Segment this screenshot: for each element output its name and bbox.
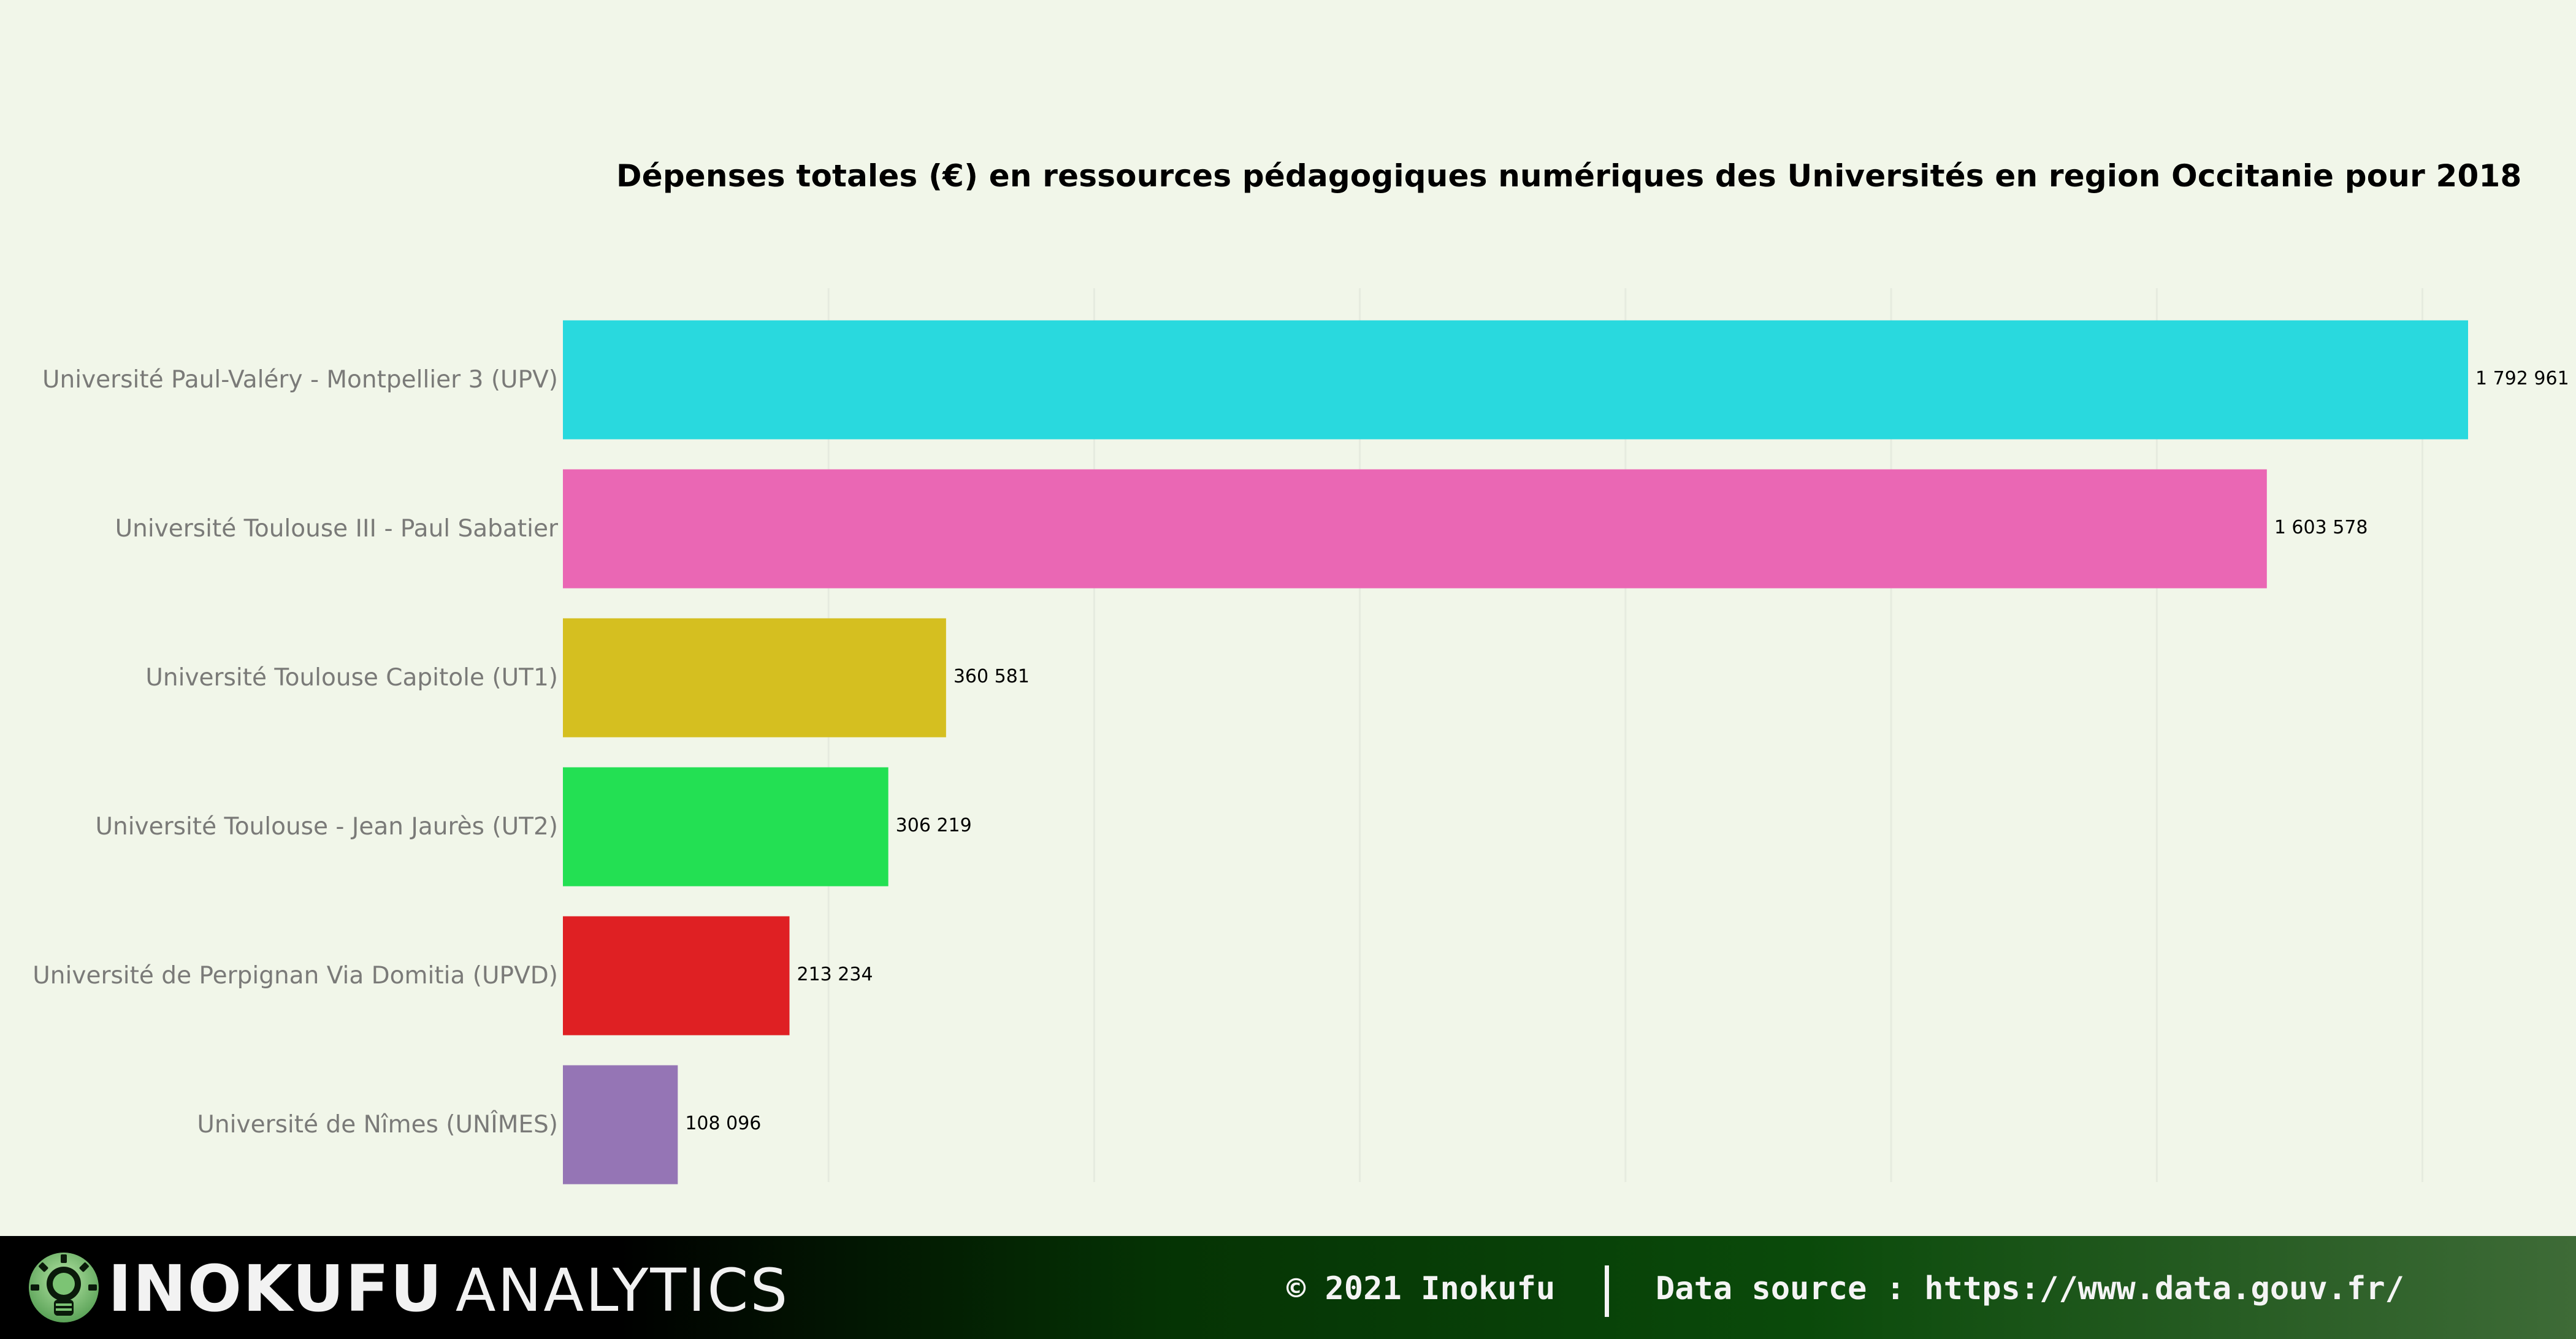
- category-label-5: Université de Perpignan Via Domitia (UPV…: [32, 962, 558, 990]
- data-source-text: Data source : https://www.data.gouv.fr/: [1656, 1270, 2404, 1307]
- category-label-2: Université Toulouse III - Paul Sabatier: [115, 515, 559, 543]
- category-labels: Université Paul-Valéry - Montpellier 3 (…: [32, 366, 559, 1139]
- value-label-1: 1 792 961: [2475, 368, 2569, 389]
- bar-chart: Université Paul-Valéry - Montpellier 3 (…: [32, 288, 2569, 1184]
- category-label-4: Université Toulouse - Jean Jaurès (UT2): [95, 813, 558, 841]
- value-labels: 1 792 961 1 603 578 360 581 306 219 213 234 1…: [685, 368, 2569, 1134]
- category-label-1: Université Paul-Valéry - Montpellier 3 (…: [42, 366, 558, 394]
- category-label-6: Université de Nîmes (UNÎMES): [197, 1110, 558, 1139]
- value-label-6: 108 096: [685, 1113, 761, 1134]
- bar-1: [563, 320, 2468, 440]
- copyright-text: © 2021 Inokufu: [1286, 1270, 1556, 1307]
- value-label-4: 306 219: [896, 815, 972, 836]
- bar-5: [563, 916, 790, 1036]
- brand-name: INOKUFU ANALYTICS: [108, 1252, 789, 1326]
- bar-4: [563, 767, 889, 887]
- footer-divider: [1605, 1265, 1609, 1317]
- category-label-3: Université Toulouse Capitole (UT1): [145, 664, 558, 692]
- value-label-3: 360 581: [954, 666, 1030, 687]
- bar-2: [563, 469, 2267, 589]
- footer-banner: INOKUFU ANALYTICS © 2021 Inokufu Data sou…: [0, 1236, 2576, 1339]
- chart-title: Dépenses totales (€) en ressources pédag…: [616, 158, 2522, 194]
- value-label-5: 213 234: [797, 964, 873, 985]
- lightbulb-gear-icon: [29, 1253, 99, 1322]
- bars: [563, 320, 2468, 1184]
- bar-3: [563, 618, 946, 738]
- brand-bold-text: INOKUFU: [108, 1251, 443, 1326]
- bar-6: [563, 1065, 678, 1184]
- value-label-2: 1 603 578: [2274, 517, 2368, 538]
- brand-light-text: ANALYTICS: [455, 1256, 790, 1325]
